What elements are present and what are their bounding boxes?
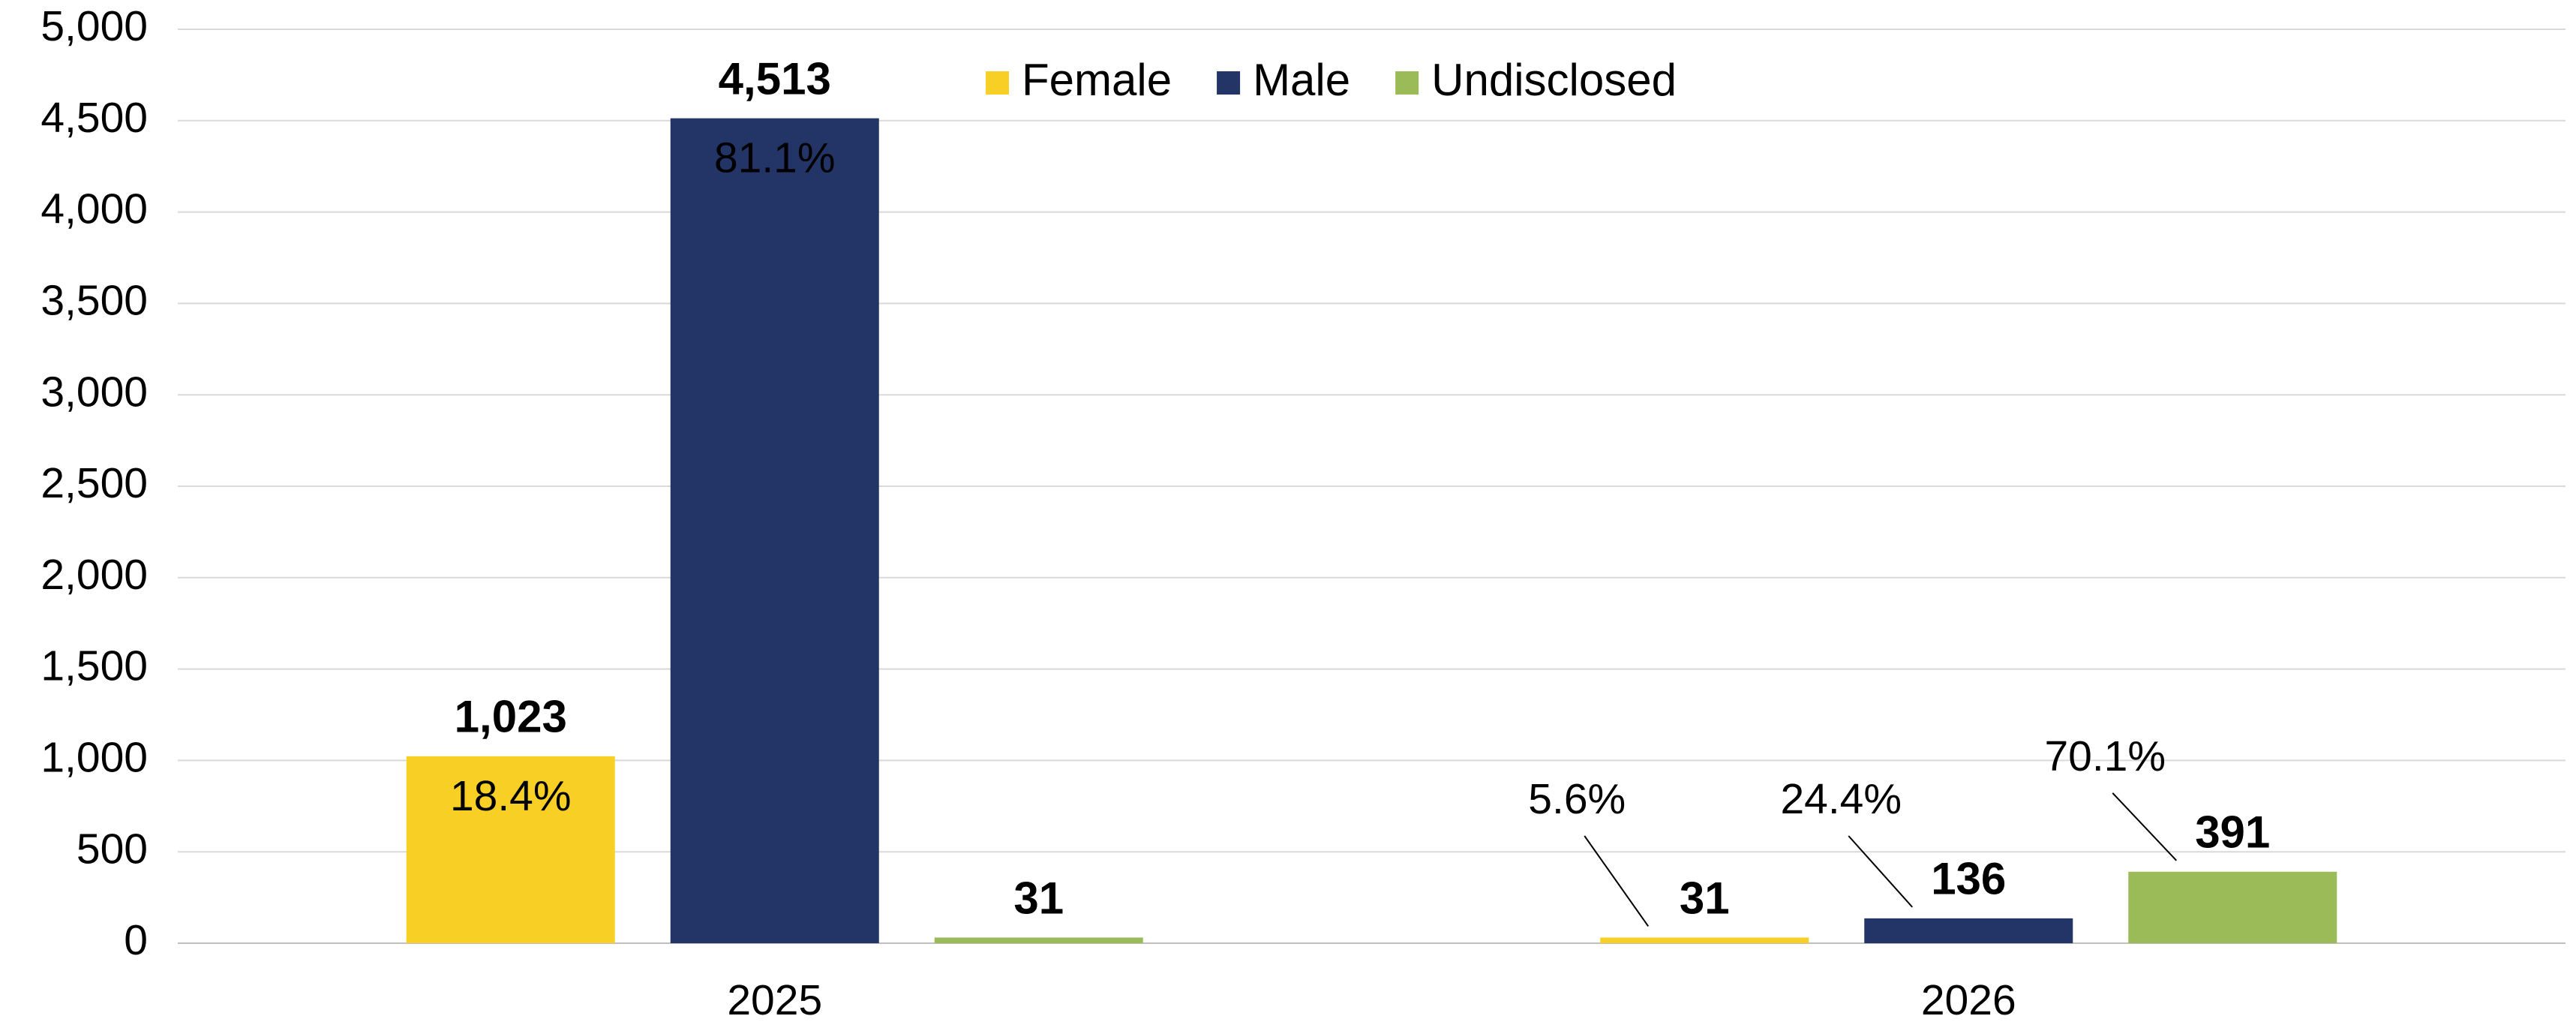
y-tick-label: 500 (77, 825, 148, 873)
bar (934, 937, 1143, 943)
share-label: 18.4% (450, 772, 572, 820)
bar (670, 118, 879, 944)
value-label: 31 (1013, 873, 1064, 923)
y-tick-label: 4,500 (41, 94, 148, 142)
leader-line (1848, 835, 1913, 908)
x-tick-label: 2026 (1921, 976, 2016, 1022)
bar (1864, 918, 2073, 943)
y-tick-label: 2,000 (41, 551, 148, 599)
legend-swatch (986, 71, 1009, 95)
y-tick-label: 3,500 (41, 276, 148, 324)
value-label: 4,513 (719, 53, 831, 104)
legend-label: Undisclosed (1431, 55, 1677, 105)
legend-swatch (1395, 71, 1419, 95)
leader-line (1584, 835, 1650, 927)
x-tick-label: 2025 (727, 976, 822, 1022)
legend-label: Male (1253, 55, 1350, 105)
leader-line (2112, 792, 2177, 861)
value-label: 31 (1680, 873, 1730, 923)
y-tick-label: 3,000 (41, 368, 148, 416)
y-tick-label: 4,000 (41, 185, 148, 233)
value-label: 391 (2195, 807, 2270, 858)
share-label: 24.4% (1780, 775, 1902, 823)
y-tick-label: 1,000 (41, 733, 148, 781)
bar (2128, 871, 2337, 943)
bar (406, 756, 615, 943)
y-tick-label: 0 (124, 916, 148, 964)
share-label: 5.6% (1528, 775, 1626, 823)
y-tick-label: 1,500 (41, 642, 148, 690)
legend-label: Female (1022, 55, 1172, 105)
y-tick-label: 5,000 (41, 2, 148, 50)
y-tick-label: 2,500 (41, 459, 148, 507)
bar (1600, 937, 1809, 943)
share-label: 81.1% (714, 134, 836, 182)
share-label: 70.1% (2044, 732, 2166, 780)
legend-swatch (1217, 71, 1241, 95)
value-label: 136 (1931, 854, 2006, 904)
value-label: 1,023 (455, 692, 567, 742)
